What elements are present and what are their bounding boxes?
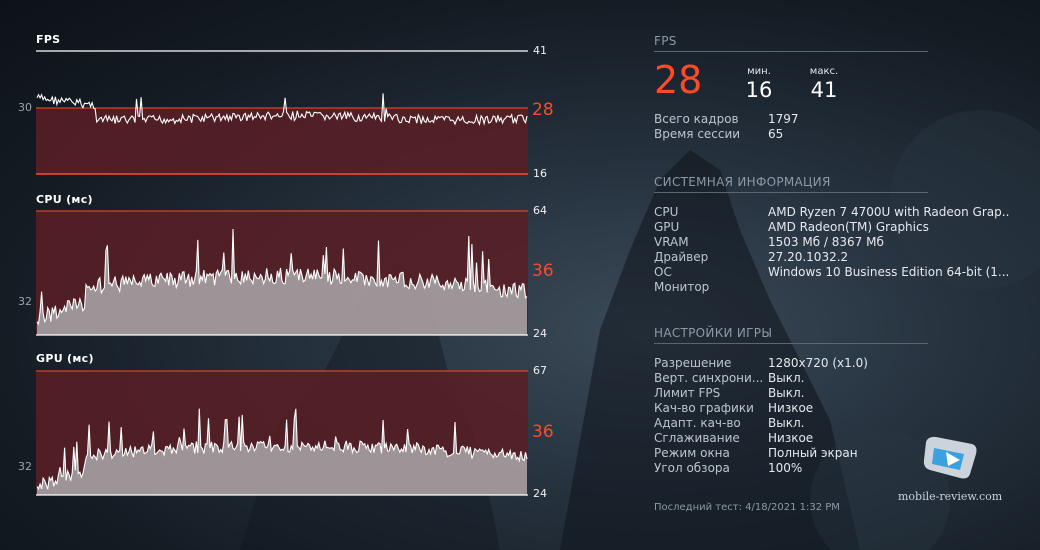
watermark-text: mobile-review.com	[898, 490, 1003, 503]
total-frames-key: Всего кадров	[654, 112, 739, 126]
cpu-current-label: 36	[532, 261, 554, 281]
game-row-value: Полный экран	[768, 446, 858, 460]
gpu-chart-plot	[36, 370, 528, 496]
cpu-min-label: 24	[533, 327, 547, 340]
game-section-divider	[654, 343, 928, 344]
cpu-chart: CPU (мс) 64 36 24 32	[0, 0, 560, 345]
game-row-key: Сглаживание	[654, 431, 740, 445]
cpu-chart-plot	[36, 210, 528, 336]
game-row-key: Угол обзора	[654, 461, 730, 475]
system-section-title: СИСТЕМНАЯ ИНФОРМАЦИЯ	[654, 175, 831, 189]
fps-current-value: 28	[654, 58, 703, 102]
gpu-chart: GPU (мс) 67 36 24 32	[0, 0, 560, 505]
last-test-footer: Последний тест: 4/18/2021 1:32 PM	[654, 502, 840, 513]
sys-row-key: Монитор	[654, 280, 710, 294]
game-row-value: Выкл.	[768, 416, 805, 430]
game-row-value: Выкл.	[768, 386, 805, 400]
cpu-series-area	[37, 229, 527, 335]
fps-section-divider	[654, 51, 928, 52]
cpu-avg-label: 32	[18, 295, 32, 308]
fps-min-value: 16	[745, 78, 773, 102]
sys-row-value: 1503 Мб / 8367 Мб	[768, 235, 884, 249]
game-row-value: Низкое	[768, 401, 814, 415]
game-row-value: Низкое	[768, 431, 814, 445]
gpu-max-label: 67	[533, 364, 547, 377]
watermark-logo-icon	[923, 436, 977, 479]
sys-row-value: 27.20.1032.2	[768, 250, 849, 264]
game-row-value: 100%	[768, 461, 803, 475]
session-time-key: Время сессии	[654, 127, 741, 141]
fps-current-label: 28	[532, 100, 554, 120]
fps-section-title: FPS	[654, 34, 677, 48]
cpu-series-line	[36, 228, 528, 326]
gpu-chart-title: GPU (мс)	[36, 352, 94, 365]
total-frames-value: 1797	[768, 112, 799, 126]
fps-series-line	[36, 93, 528, 127]
gpu-series-line	[36, 408, 528, 491]
sys-row-key: ОС	[654, 265, 672, 279]
game-row-key: Режим окна	[654, 446, 730, 460]
game-row-value: Выкл.	[768, 371, 805, 385]
game-row-key: Кач-во графики	[654, 401, 754, 415]
system-section-divider	[654, 192, 928, 193]
game-row-key: Адапт. кач-во	[654, 416, 741, 430]
sys-row-key: Драйвер	[654, 250, 709, 264]
fps-min-label: 16	[533, 167, 547, 180]
game-row-key: Лимит FPS	[654, 386, 721, 400]
gpu-avg-label: 32	[18, 460, 32, 473]
sys-row-value: Windows 10 Business Edition 64-bit (1...	[768, 265, 1010, 279]
sys-row-key: VRAM	[654, 235, 689, 249]
fps-min-caption: мин.	[747, 66, 771, 77]
fps-chart: FPS 41 28 16 30	[0, 0, 560, 185]
sys-row-key: CPU	[654, 205, 679, 219]
game-section-title: НАСТРОЙКИ ИГРЫ	[654, 326, 773, 340]
fps-chart-title: FPS	[36, 33, 61, 46]
cpu-max-label: 64	[533, 204, 547, 217]
fps-max-value: 41	[810, 78, 838, 102]
gpu-current-label: 36	[532, 422, 554, 442]
fps-max-caption: макс.	[809, 66, 839, 77]
cpu-chart-title: CPU (мс)	[36, 193, 93, 206]
sys-row-value: AMD Ryzen 7 4700U with Radeon Grap...	[768, 205, 1010, 219]
sys-row-value: AMD Radeon(TM) Graphics	[768, 220, 929, 234]
gpu-min-label: 24	[533, 487, 547, 500]
game-row-key: Верт. синхрони...	[654, 371, 764, 385]
gpu-series-area	[37, 408, 527, 495]
session-time-value: 65	[768, 127, 784, 141]
sys-row-key: GPU	[654, 220, 680, 234]
fps-avg-label: 30	[18, 101, 32, 114]
fps-chart-plot	[36, 50, 528, 175]
game-row-key: Разрешение	[654, 356, 732, 370]
fps-max-label: 41	[533, 44, 547, 57]
game-row-value: 1280x720 (x1.0)	[768, 356, 868, 370]
